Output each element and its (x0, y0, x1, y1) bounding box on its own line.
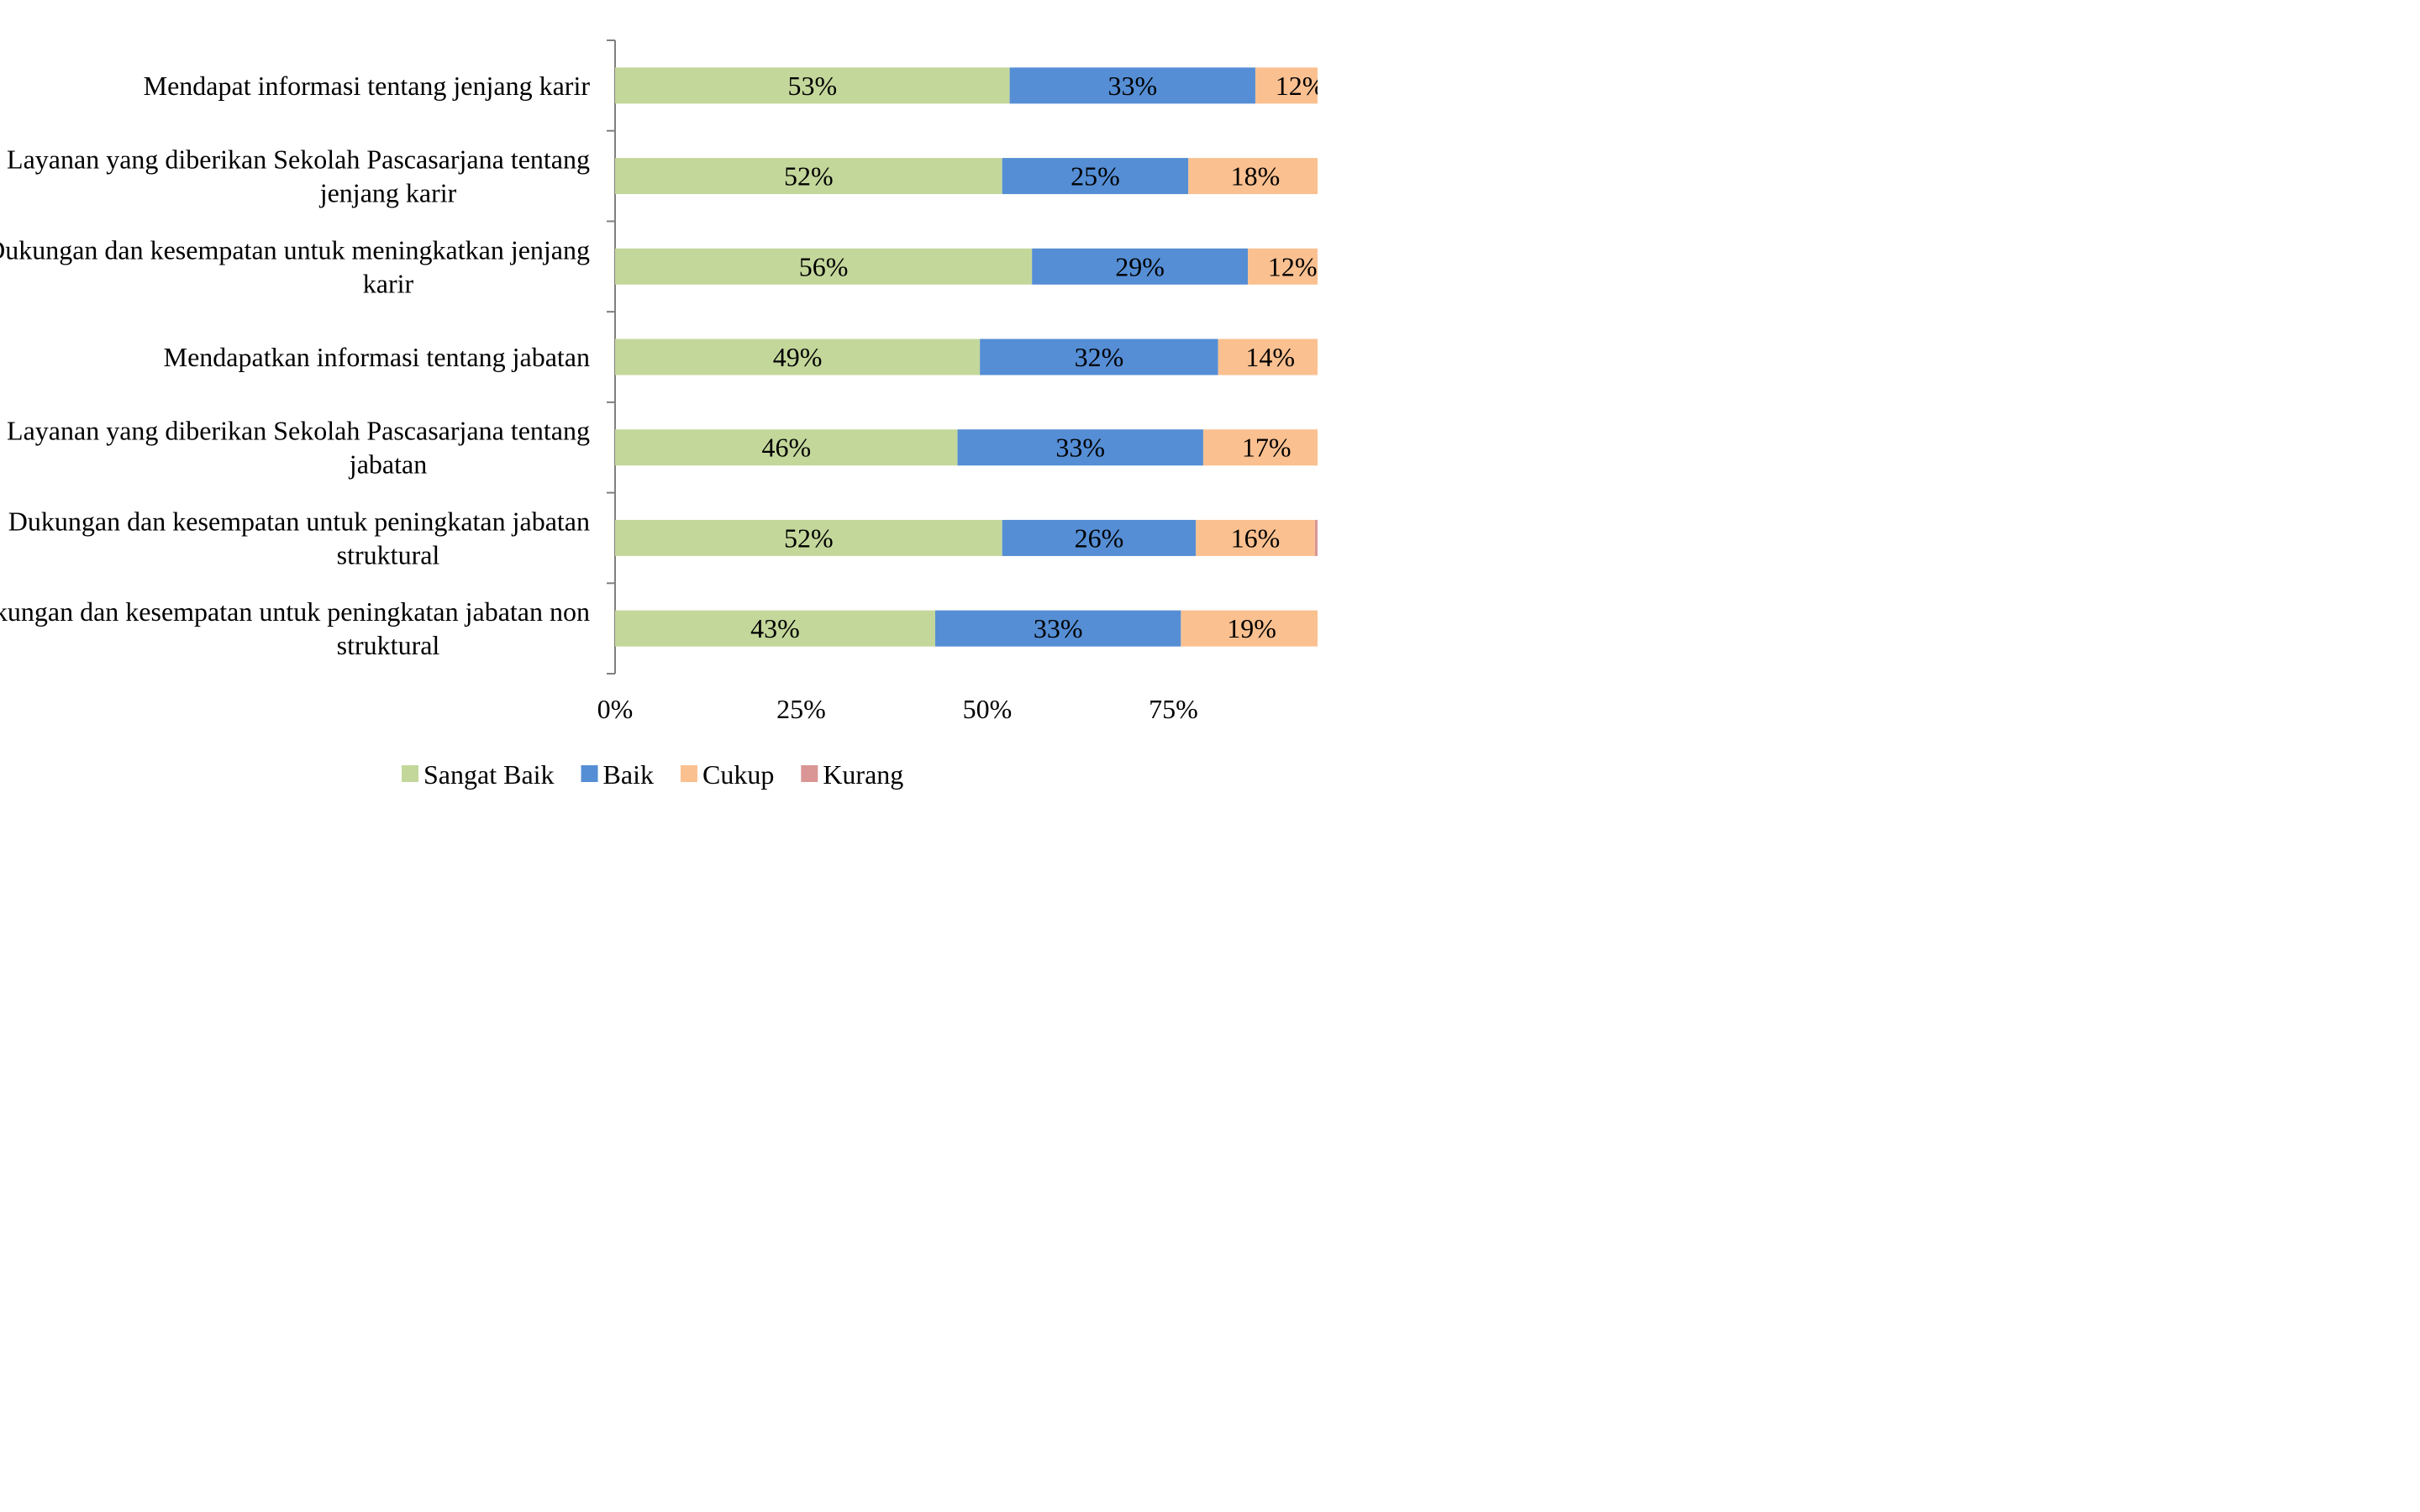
bar-segment-cukup (1196, 519, 1315, 556)
data-label: 19% (1227, 613, 1276, 643)
data-label: 18% (1231, 161, 1281, 192)
category-label: Layanan yang diberikan Sekolah Pascasarj… (7, 144, 590, 175)
data-label: 56% (799, 251, 849, 281)
stacked-bar-chart: 53%33%12%2%52%25%18%5%56%29%12%3%49%32%1… (0, 39, 1318, 790)
legend-label: Kurang (823, 759, 903, 790)
bar-segment-baik (934, 610, 1181, 647)
legend-swatch (402, 765, 418, 782)
category-label: jenjang karir (319, 178, 457, 208)
bar-segment-sangat-baik (615, 67, 1010, 104)
category-label: Dukungan dan kesempatan untuk peningkata… (0, 596, 590, 627)
category-label: Dukungan dan kesempatan untuk peningkata… (8, 506, 590, 536)
x-axis-tick-labels: 0% 25% 50% 75% (597, 694, 1198, 724)
data-label: 33% (1034, 613, 1083, 643)
legend-label: Baik (603, 759, 654, 790)
bars: 53%33%12%2%52%25%18%5%56%29%12%3%49%32%1… (615, 67, 1318, 647)
legend-swatch (581, 765, 598, 782)
category-label: jabatan (349, 449, 427, 480)
bar-segment-cukup (1202, 429, 1318, 466)
data-label: 14% (1245, 342, 1295, 372)
category-label: Mendapat informasi tentang jenjang karir (144, 71, 591, 101)
bar-segment-sangat-baik (615, 158, 1002, 195)
bar-segment-cukup (1255, 67, 1318, 104)
bar-segment-baik (1002, 158, 1189, 195)
data-label: 12% (1276, 71, 1318, 101)
data-label: 29% (1115, 251, 1165, 281)
category-label: Dukungan dan kesempatan untuk meningkatk… (0, 234, 590, 265)
bar-segment-baik (1009, 67, 1255, 104)
bar-segment-baik (957, 429, 1203, 466)
data-label: 52% (784, 161, 834, 192)
data-label: 53% (787, 71, 837, 101)
data-label: 25% (1071, 161, 1120, 192)
axes (607, 39, 616, 675)
bar-segment-cukup (1218, 339, 1318, 375)
data-label: 52% (784, 522, 834, 553)
category-label: Layanan yang diberikan Sekolah Pascasarj… (7, 416, 590, 446)
bar-segment-sangat-baik (615, 610, 935, 647)
data-label: 16% (1231, 522, 1281, 553)
data-label: 43% (750, 613, 800, 643)
bar-segment-kurang (1314, 519, 1318, 556)
bar-segment-cukup (1248, 248, 1318, 285)
legend-label: Cukup (702, 759, 774, 790)
legend-swatch (801, 765, 818, 782)
bar-segment-cukup (1181, 610, 1318, 647)
data-label: 46% (761, 433, 811, 463)
category-label: struktural (337, 539, 440, 570)
x-tick-label: 0% (597, 694, 634, 724)
legend-swatch (680, 765, 697, 782)
data-label: 12% (1268, 251, 1318, 281)
x-tick-label: 50% (963, 694, 1013, 724)
data-label: 33% (1107, 71, 1157, 101)
legend: Sangat Baik Baik Cukup Kurang (402, 759, 903, 790)
bar-segment-sangat-baik (615, 429, 958, 466)
category-labels: Mendapat informasi tentang jenjang karir… (0, 71, 590, 660)
data-label: 17% (1242, 433, 1292, 463)
x-tick-label: 25% (776, 694, 826, 724)
bar-segment-sangat-baik (615, 519, 1002, 556)
bar-segment-sangat-baik (615, 248, 1033, 285)
category-label: struktural (337, 630, 440, 660)
data-label: 49% (773, 342, 823, 372)
category-label: Mendapatkan informasi tentang jabatan (164, 342, 590, 372)
bar-segment-baik (1002, 519, 1197, 556)
bar-segment-baik (980, 339, 1218, 375)
data-label: 33% (1055, 433, 1105, 463)
bar-segment-baik (1032, 248, 1249, 285)
bar-segment-sangat-baik (615, 339, 981, 375)
data-label: 26% (1075, 522, 1124, 553)
x-tick-label: 75% (1149, 694, 1198, 724)
bar-segment-cukup (1188, 158, 1318, 195)
category-label: karir (363, 268, 414, 298)
legend-label: Sangat Baik (424, 759, 555, 790)
data-label: 32% (1075, 342, 1124, 372)
